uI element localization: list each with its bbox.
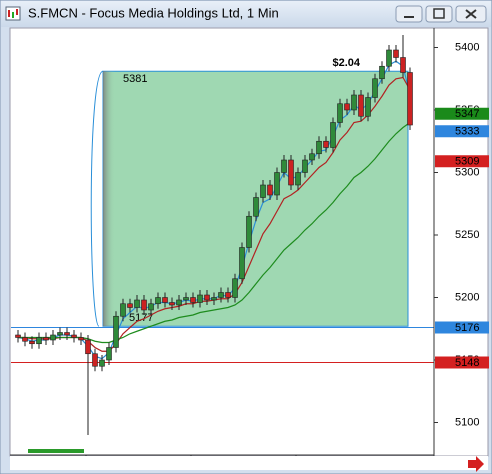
minimize-button[interactable]	[395, 5, 423, 23]
price-tag	[435, 125, 489, 138]
candle-body	[211, 297, 217, 301]
candle-body	[190, 297, 196, 303]
y-tick-label: 5250	[455, 229, 479, 241]
candle-body	[162, 297, 168, 303]
price-tag-label: 5309	[455, 156, 479, 168]
candle-body	[29, 340, 35, 345]
candle-body	[92, 353, 98, 367]
candle-body	[337, 103, 343, 123]
candle-body	[113, 315, 119, 348]
candle-body	[78, 337, 84, 341]
candle-body	[50, 334, 56, 341]
candle-body	[239, 247, 245, 280]
scroll-bar[interactable]	[10, 449, 488, 472]
plot: 5381 5177 $2.04	[11, 35, 434, 435]
candle-body	[246, 215, 252, 248]
price-tag-label: 5347	[455, 108, 479, 120]
candle-body	[260, 184, 266, 198]
price-tag-label: 5148	[455, 357, 479, 369]
candle-body	[372, 78, 378, 98]
y-tick-label: 5100	[455, 416, 479, 428]
candle-body	[309, 153, 315, 161]
candle-body	[295, 172, 301, 186]
price-tag	[435, 356, 489, 369]
candle-body	[120, 303, 126, 317]
maximize-button[interactable]	[425, 5, 453, 23]
candle-body	[274, 172, 280, 196]
candle-body	[253, 197, 259, 217]
candle-body	[176, 299, 182, 306]
candle-body	[316, 140, 322, 155]
y-tick-label: 5200	[455, 291, 479, 303]
candle-body	[22, 337, 28, 342]
measure-low-label: 5177	[129, 312, 153, 324]
candle-body	[393, 49, 399, 58]
window-title: S.FMCN - Focus Media Holdings Ltd, 1 Min	[28, 5, 279, 20]
candle-body	[155, 297, 161, 305]
candle-body	[141, 299, 147, 311]
y-tick-label: 5300	[455, 166, 479, 178]
candle-body	[169, 302, 175, 306]
candle-body	[99, 359, 105, 367]
app-icon	[5, 6, 21, 21]
close-button[interactable]	[455, 5, 487, 23]
candle-body	[134, 299, 140, 308]
candle-body	[197, 294, 203, 303]
measure-change-label: $2.04	[332, 57, 360, 69]
candle-body	[358, 94, 364, 117]
candle-body	[225, 292, 231, 298]
candle-body	[351, 94, 357, 111]
measure-bracket	[90, 70, 104, 327]
candle-body	[323, 140, 329, 148]
price-tag	[435, 107, 489, 120]
candle-body	[330, 122, 336, 148]
candle-body	[365, 97, 371, 117]
candle-body	[344, 103, 350, 111]
candle-body	[106, 347, 112, 361]
price-tag-label: 5176	[455, 322, 479, 334]
candle-body	[43, 337, 49, 341]
candle-body	[127, 303, 133, 308]
candle-body	[57, 332, 63, 336]
candle-body	[183, 297, 189, 301]
candle-body	[379, 65, 385, 80]
measure-high-label: 5381	[123, 73, 147, 85]
candle-body	[64, 332, 70, 336]
y-tick-label: 5400	[455, 41, 479, 53]
candle-body	[36, 337, 42, 345]
candle-body	[218, 292, 224, 298]
candle-body	[85, 339, 91, 355]
price-tag	[435, 321, 489, 334]
candle-body	[400, 57, 406, 73]
candle-body	[204, 294, 210, 301]
candle-body	[386, 49, 392, 67]
candle-body	[71, 334, 77, 338]
price-tag	[435, 155, 489, 168]
candle-body	[302, 159, 308, 173]
candle-body	[288, 159, 294, 186]
candle-body	[15, 334, 21, 338]
candle-body	[148, 303, 154, 311]
candle-body	[281, 159, 287, 173]
candle-body	[232, 278, 238, 298]
candle-body	[267, 184, 273, 196]
price-tag-label: 5333	[455, 126, 479, 138]
candle-body	[407, 72, 413, 126]
measure-edge	[103, 71, 115, 327]
